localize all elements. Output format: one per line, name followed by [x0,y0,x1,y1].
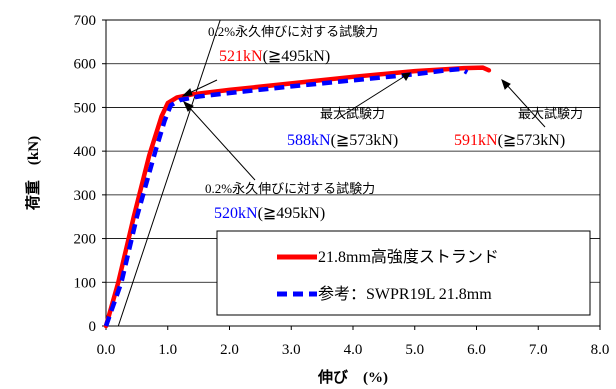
legend: 21.8mm高強度ストランド 参考：SWPR19L 21.8mm [216,230,591,316]
annotation-588-spec: (≧573kN) [331,132,399,149]
arrow-588-head [401,72,411,81]
y-tick-label: 400 [74,144,97,160]
x-tick-label: 4.0 [344,342,363,358]
x-tick-label: 8.0 [591,342,610,358]
annotation-591-value-line: 591kN(≧573kN) [454,132,565,149]
annotation-521-value-line: 521kN(≧495kN) [219,48,330,65]
arrow-520-head [183,101,194,112]
annotation-521-value: 521kN [219,48,263,65]
x-axis-label: 伸び (%) [317,368,388,386]
legend-label-blue: 参考：SWPR19L 21.8mm [318,285,492,303]
annotation-591-value: 591kN [454,132,498,149]
y-tick-label: 600 [74,57,97,73]
annotation-591-spec: (≧573kN) [498,132,566,149]
x-tick-label: 2.0 [220,342,239,358]
y-tick-label: 200 [74,232,97,248]
y-tick-label: 100 [74,275,97,291]
y-tick-label: 300 [74,188,97,204]
series-layer [103,19,492,329]
annotation-520-value: 520kN [214,205,258,222]
x-tick-label: 7.0 [529,342,548,358]
annotation-520-spec: (≧495kN) [258,205,326,222]
x-axis-ticks: 0.0 1.0 2.0 3.0 4.0 5.0 6.0 7.0 8.0 [97,326,610,358]
arrow-588 [336,75,406,120]
annotation-521-spec: (≧495kN) [263,48,331,65]
y-tick-label: 500 [74,100,97,116]
annotation-588-value-line: 588kN(≧573kN) [287,132,398,149]
x-tick-label: 5.0 [405,342,424,358]
annotation-591-title: 最大試験力 [518,106,583,121]
y-axis-label: 荷重 (kN) [24,136,42,210]
arrow-520 [187,105,256,181]
annotation-588-value: 588kN [287,132,331,149]
legend-label-red: 21.8mm高強度ストランド [318,248,499,266]
x-tick-label: 6.0 [467,342,486,358]
offset-line-0-2pct [117,19,221,327]
x-tick-label: 0.0 [97,342,116,358]
arrow-591-head [501,79,511,90]
series-line-swpr19l [103,66,469,327]
series-line-high-strength [103,65,492,329]
x-tick-label: 3.0 [282,342,301,358]
y-tick-label: 700 [74,13,97,29]
x-tick-label: 1.0 [158,342,177,358]
y-tick-label: 0 [89,319,97,335]
legend-box [216,230,591,316]
arrow-591 [504,82,546,128]
annotation-520-title: 0.2%永久伸びに対する試験力 [205,181,375,196]
arrow-521-head [181,88,193,97]
annotation-520-value-line: 520kN(≧495kN) [214,205,325,222]
y-axis-ticks: 0 100 200 300 400 500 600 700 [74,13,106,335]
annotation-588-title: 最大試験力 [320,106,385,121]
annotation-521-title: 0.2%永久伸びに対する試験力 [208,24,378,39]
annotation-arrows [181,72,546,181]
